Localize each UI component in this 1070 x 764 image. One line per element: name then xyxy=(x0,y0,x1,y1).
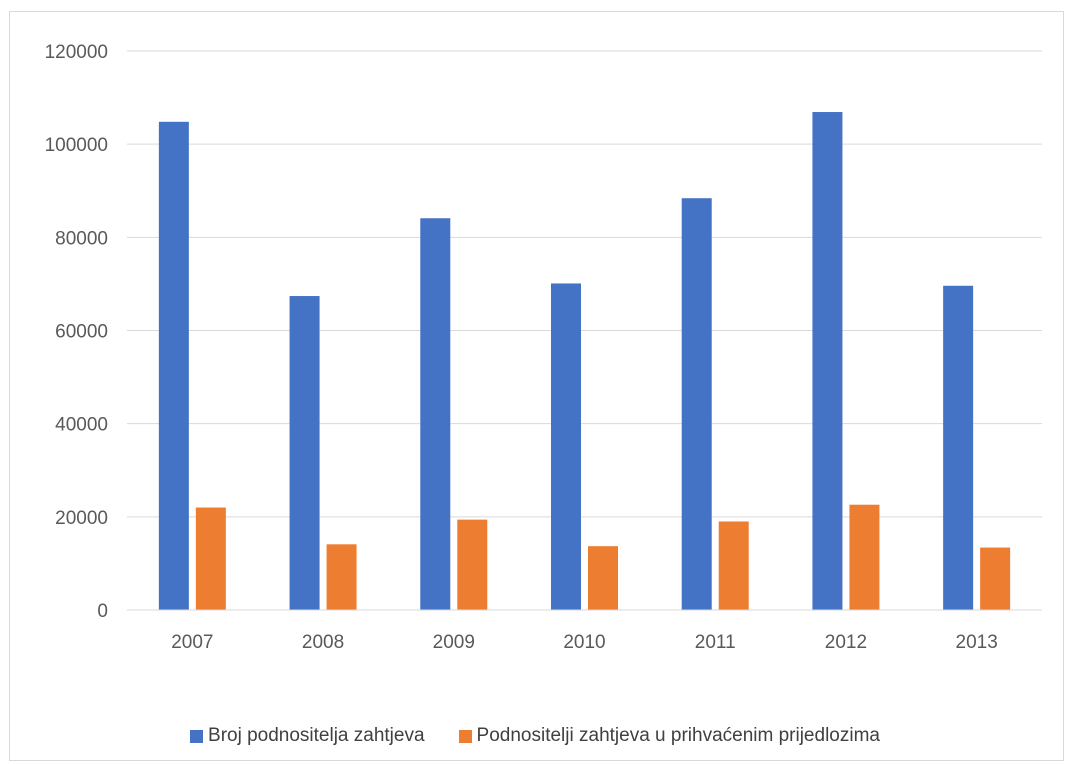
bar-series-1-2009 xyxy=(420,218,451,610)
bar-series-2-2007 xyxy=(195,507,226,610)
y-tick-label: 0 xyxy=(97,601,108,622)
x-tick-label: 2009 xyxy=(433,632,475,653)
bar-series-1-2012 xyxy=(812,112,843,610)
bar-series-1-2011 xyxy=(681,198,712,610)
bar-series-1-2008 xyxy=(289,296,320,610)
legend-label-series-1: Broj podnositelja zahtjeva xyxy=(208,725,425,746)
bar-series-1-2010 xyxy=(551,283,581,610)
x-tick-label: 2007 xyxy=(171,632,213,653)
bar-series-2-2010 xyxy=(588,546,618,610)
y-axis-ticks: 0 20000 40000 60000 80000 100000 120000 xyxy=(45,42,108,622)
x-tick-label: 2010 xyxy=(563,632,605,653)
x-tick-label: 2011 xyxy=(695,632,736,653)
bar-series-1-2007 xyxy=(158,121,189,610)
y-tick-label: 40000 xyxy=(55,415,108,436)
y-tick-label: 100000 xyxy=(45,135,108,156)
bar-series-2-2011 xyxy=(718,521,749,610)
y-tick-label: 120000 xyxy=(45,42,108,63)
x-tick-label: 2012 xyxy=(825,632,867,653)
gridlines xyxy=(127,50,1042,518)
bar-series-2-2008 xyxy=(326,544,357,610)
bar-series-2-2009 xyxy=(457,519,488,610)
legend-item-series-2: Podnositelji zahtjeva u prihvaćenim prij… xyxy=(458,725,880,747)
legend-item-series-1: Broj podnositelja zahtjeva xyxy=(190,725,425,747)
bar-series-2-2013 xyxy=(980,547,1011,610)
legend-label-series-2: Podnositelji zahtjeva u prihvaćenim prij… xyxy=(476,725,880,746)
x-tick-label: 2008 xyxy=(302,632,344,653)
x-axis-ticks: 2007 2008 2009 2010 2011 2012 2013 xyxy=(171,632,998,653)
y-tick-label: 80000 xyxy=(55,228,108,249)
legend: Broj podnositelja zahtjeva Podnositelji … xyxy=(0,721,1070,751)
legend-swatch-series-2 xyxy=(458,729,472,743)
x-tick-label: 2013 xyxy=(956,632,998,653)
y-tick-label: 60000 xyxy=(55,322,108,343)
legend-swatch-series-1 xyxy=(190,729,204,743)
bars xyxy=(158,112,1011,610)
bar-series-2-2012 xyxy=(849,504,880,610)
bar-series-1-2013 xyxy=(943,285,974,610)
y-tick-label: 20000 xyxy=(55,508,108,529)
